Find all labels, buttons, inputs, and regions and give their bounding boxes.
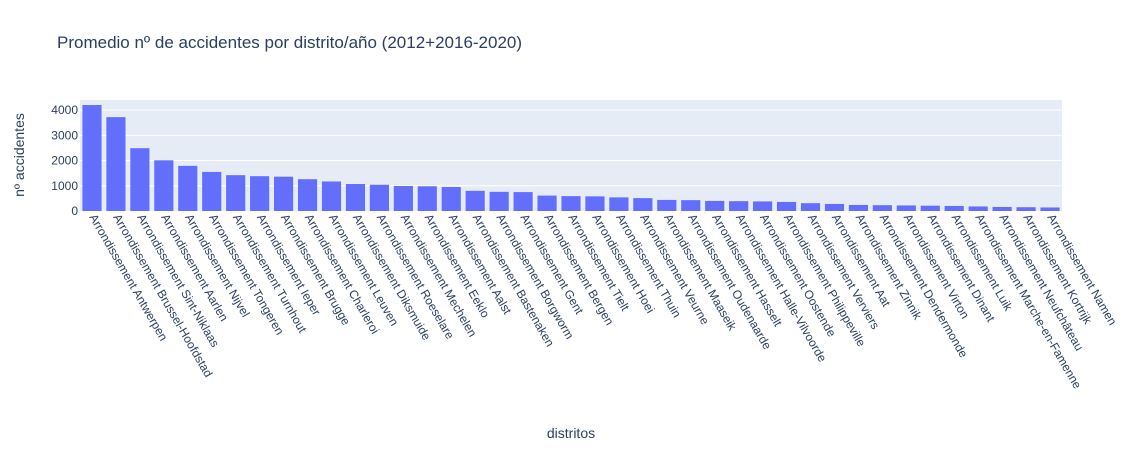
bar[interactable] [561,196,581,211]
bar[interactable] [896,205,916,211]
bar[interactable] [848,204,868,211]
y-tick-label: 0 [71,204,78,218]
y-tick-label: 1000 [51,179,78,193]
bar[interactable] [968,206,988,211]
bar[interactable] [681,200,701,211]
bar[interactable] [753,201,773,211]
bar[interactable] [106,117,126,211]
bar[interactable] [729,201,749,211]
bar[interactable] [992,206,1012,211]
bar[interactable] [537,195,557,211]
bar[interactable] [1016,207,1036,211]
chart-title: Promedio nº de accidentes por distrito/a… [57,33,523,52]
y-tick-label: 3000 [51,128,78,142]
bar[interactable] [274,176,294,211]
bars [82,105,1060,211]
bar[interactable] [585,196,605,211]
bar[interactable] [178,165,198,211]
bar[interactable] [82,105,102,211]
bar[interactable] [130,148,150,211]
bar[interactable] [705,200,725,211]
bar[interactable] [776,201,797,211]
y-axis-title: nº accidentes [11,113,27,197]
bar[interactable] [465,190,485,211]
x-axis-title: distritos [547,425,595,441]
y-tick-labels: 0 1000 2000 3000 4000 [51,103,78,218]
bar[interactable] [441,187,461,211]
bar[interactable] [633,198,653,211]
bar[interactable] [609,197,629,211]
bar[interactable] [226,175,246,211]
bar[interactable] [250,176,270,211]
bar[interactable] [202,171,222,211]
bar[interactable] [393,186,413,211]
bar[interactable] [369,184,389,211]
bar[interactable] [489,191,509,211]
bar[interactable] [657,199,677,211]
y-tick-label: 4000 [51,103,78,117]
bar[interactable] [345,184,366,211]
y-tick-label: 2000 [51,154,78,168]
bar[interactable] [800,203,821,211]
bar[interactable] [824,203,845,211]
bar[interactable] [920,205,940,211]
bar[interactable] [321,181,342,211]
bar[interactable] [417,186,437,211]
bar[interactable] [297,179,318,211]
bar[interactable] [944,205,964,211]
bar[interactable] [513,192,533,211]
bar[interactable] [1040,207,1060,211]
bar[interactable] [872,205,892,211]
bar[interactable] [154,160,174,211]
